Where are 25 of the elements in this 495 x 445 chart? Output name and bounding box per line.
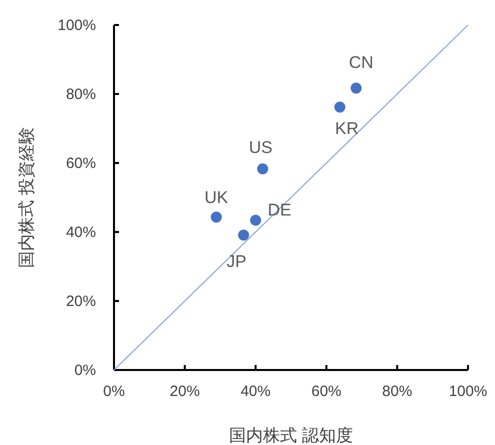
x-tick-label: 0% <box>103 383 125 400</box>
x-tick-label: 60% <box>311 383 342 400</box>
y-tick-label: 0% <box>74 362 96 379</box>
point <box>334 102 346 113</box>
annotation: JP <box>226 252 246 272</box>
point <box>350 82 362 94</box>
x-tick-label: 40% <box>240 383 271 400</box>
annotation: US <box>248 138 272 157</box>
y-tick-label: 80% <box>66 86 96 103</box>
x-tick-label: 100% <box>448 383 488 400</box>
x-axis-title: 国内株式 認知度 <box>229 426 353 445</box>
annotation: KR <box>335 119 359 138</box>
point <box>238 230 250 241</box>
y-tick-label: 20% <box>66 293 96 310</box>
annotation: UK <box>204 188 229 208</box>
x-tick-label: 80% <box>382 383 412 400</box>
y-tick-label: 40% <box>66 224 96 241</box>
y-tick-label: 60% <box>66 155 96 172</box>
x-tick-label: 20% <box>170 383 200 400</box>
point <box>257 163 268 174</box>
point <box>250 214 262 226</box>
point <box>210 212 222 223</box>
y-axis-title: 国内株式 投資経験 <box>17 127 36 268</box>
y-tick-label: 100% <box>58 17 96 34</box>
annotation: CN <box>348 53 374 72</box>
